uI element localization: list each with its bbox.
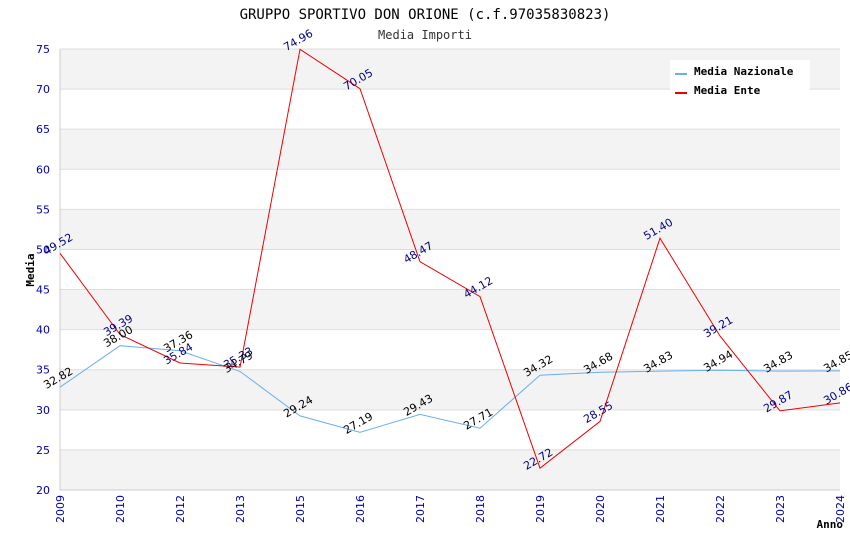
x-tick-label: 2018 — [474, 495, 487, 523]
y-tick-label: 55 — [36, 203, 50, 216]
y-tick-label: 65 — [36, 123, 50, 136]
grid-band — [60, 449, 840, 490]
gridlines — [60, 48, 840, 491]
y-tick-label: 60 — [36, 163, 50, 176]
series-lines — [59, 48, 841, 470]
x-tick-label: 2021 — [654, 495, 667, 523]
x-axis-label: Anno — [817, 518, 844, 531]
y-tick-labels: 20 25 30 35 40 45 50 55 60 65 70 75 — [36, 43, 50, 497]
grid-band — [60, 129, 840, 170]
x-tick-label: 2015 — [294, 495, 307, 523]
y-tick-label: 35 — [36, 364, 50, 377]
x-tick-label: 2022 — [714, 495, 727, 523]
y-tick-label: 40 — [36, 324, 50, 337]
grid-band — [60, 369, 840, 410]
x-tick-label: 2013 — [234, 495, 247, 523]
x-tick-labels: 2009 2010 2012 2013 2015 2016 2017 2018 2019 2020… — [54, 495, 847, 523]
x-tick-label: 2017 — [414, 495, 427, 523]
grid-band — [60, 289, 840, 330]
y-tick-label: 70 — [36, 83, 50, 96]
chart-subtitle: Media Importi — [378, 28, 472, 42]
y-axis-label: Media — [24, 253, 37, 286]
series-line-ente — [59, 48, 841, 470]
series-line-nazionale — [59, 345, 841, 433]
x-tick-label: 2024 — [834, 495, 847, 523]
x-tick-label: 2023 — [774, 495, 787, 523]
x-tick-label: 2012 — [174, 495, 187, 523]
legend-label-nazionale: Media Nazionale — [694, 65, 794, 78]
grid-band — [60, 209, 840, 250]
y-tick-label: 50 — [36, 243, 50, 256]
x-tick-label: 2019 — [534, 495, 547, 523]
x-tick-label: 2010 — [114, 495, 127, 523]
y-tick-label: 30 — [36, 404, 50, 417]
legend-label-ente: Media Ente — [694, 84, 761, 97]
x-tick-label: 2020 — [594, 495, 607, 523]
x-tick-label: 2009 — [54, 495, 67, 523]
chart-title: GRUPPO SPORTIVO DON ORIONE (c.f.97035830… — [240, 7, 611, 23]
y-tick-label: 45 — [36, 284, 50, 297]
y-tick-label: 25 — [36, 444, 50, 457]
grid-bands — [60, 49, 840, 490]
y-tick-label: 75 — [36, 43, 50, 56]
y-tick-label: 20 — [36, 484, 50, 497]
legend: Media Nazionale Media Ente — [670, 60, 810, 100]
data-label-ente: 49.52 — [41, 231, 75, 258]
x-tick-label: 2016 — [354, 495, 367, 523]
data-label-nazionale: 27.19 — [341, 410, 375, 437]
